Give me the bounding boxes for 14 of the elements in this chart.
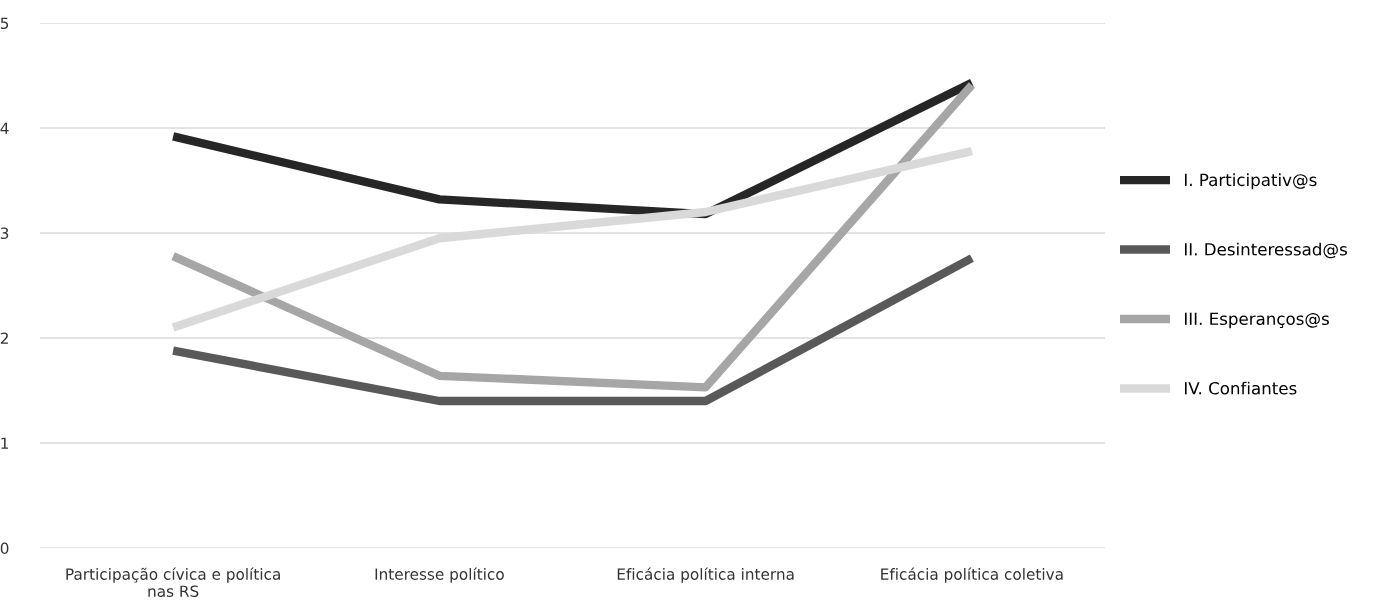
x-tick-label: Eficácia política coletiva [881, 567, 1063, 583]
legend-label: IV. Confiantes [1184, 381, 1297, 395]
x-tick-label: Eficácia política interna [617, 567, 794, 583]
y-tick-label: 0 [0, 542, 9, 555]
y-tick-label: 3 [0, 227, 9, 240]
legend-label: III. Esperanços@s [1184, 312, 1329, 329]
y-tick-label: 5 [0, 17, 9, 30]
x-tick-label: Interesse político [375, 567, 504, 583]
x-tick-label: Participação cívica e política nas RS [66, 567, 280, 597]
y-tick-label: 2 [0, 332, 8, 344]
y-tick-label: 4 [0, 122, 9, 134]
legend-label: II. Desinteressad@s [1184, 242, 1347, 259]
legend-label: I. Participativ@s [1184, 173, 1317, 190]
y-tick-label: 1 [1, 437, 9, 449]
